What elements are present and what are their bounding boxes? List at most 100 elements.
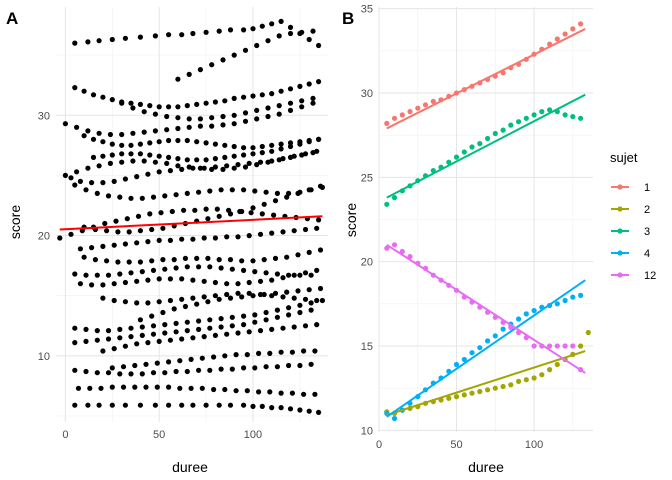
panel-a-point — [274, 271, 280, 277]
panel-a-point — [72, 271, 78, 277]
panel-a-point — [154, 360, 160, 366]
panel-a-point — [167, 168, 173, 174]
panel-a-point — [122, 299, 128, 305]
panel-a-point — [164, 160, 170, 166]
panel-a-point — [152, 159, 158, 165]
panel-a-point — [306, 139, 312, 145]
panel-a-point — [87, 385, 93, 391]
panel-a-point — [98, 385, 104, 391]
panel-a-point — [156, 104, 162, 110]
panel-a-point — [160, 225, 166, 231]
panel-b-point-sujet-12 — [570, 343, 576, 349]
panel-b-point-sujet-3 — [485, 135, 491, 142]
panel-b-point-sujet-4 — [570, 294, 576, 300]
panel-a-point — [119, 151, 125, 157]
panel-a-point — [241, 187, 247, 193]
panel-a-point — [77, 246, 83, 252]
panel-a-point — [203, 100, 209, 106]
panel-a-point — [92, 257, 98, 263]
panel-a-point — [222, 353, 228, 359]
panel-a-point — [276, 33, 282, 39]
panel-a-point — [81, 254, 87, 260]
panel-a-point — [310, 28, 316, 34]
panel-b-point-sujet-12 — [562, 343, 568, 349]
panel-a-point — [184, 368, 190, 375]
panel-a-point — [156, 139, 162, 145]
panel-a-point — [205, 299, 211, 305]
panel-a-point — [222, 98, 228, 104]
panel-b-fit-line-sujet-12 — [386, 243, 586, 374]
panel-a-point — [154, 384, 160, 390]
panel-a-point — [297, 302, 303, 308]
panel-a-point — [259, 143, 265, 150]
panel-a-point — [89, 282, 95, 288]
panel-a-point — [100, 180, 106, 186]
panel-a-point — [196, 318, 202, 324]
panel-a-point — [175, 125, 181, 132]
panel-a-point — [109, 141, 115, 147]
panel-a-point — [162, 370, 168, 376]
panel-a-point — [177, 385, 183, 391]
panel-a-point — [149, 258, 155, 264]
panel-a-point — [113, 218, 119, 224]
panel-a-point — [194, 101, 200, 107]
panel-b-point-sujet-3 — [446, 159, 452, 165]
panel-a-point — [196, 326, 202, 332]
panel-a-point — [205, 255, 211, 261]
panel-b-y-tick-label: 20 — [361, 257, 373, 269]
panel-a-point — [263, 317, 269, 323]
panel-a-point — [128, 334, 134, 340]
panel-a-point — [306, 287, 312, 293]
panel-a-point — [68, 231, 74, 237]
panel-a-point — [169, 208, 175, 215]
panel-a-point — [287, 406, 294, 412]
panel-a-point — [184, 103, 190, 109]
panel-b-point-sujet-12 — [554, 343, 560, 349]
panel-a-point — [179, 336, 185, 342]
panel-b-point-sujet-4 — [500, 326, 506, 332]
panel-a-point — [269, 277, 275, 283]
panel-b-point-sujet-2 — [547, 367, 553, 373]
panel-a-point — [90, 92, 97, 98]
panel-a-point — [242, 47, 249, 53]
panel-b-point-sujet-3 — [492, 130, 498, 137]
panel-a-y-tick-label: 20 — [38, 231, 50, 243]
panel-a-point — [145, 239, 151, 245]
panel-a-point — [190, 335, 196, 341]
panel-a-point — [184, 137, 190, 144]
panel-a-point — [310, 100, 316, 106]
panel-a-point — [152, 33, 158, 39]
panel-a-point — [231, 52, 237, 58]
panel-a-point — [257, 328, 264, 334]
panel-a-point — [194, 255, 200, 261]
panel-a-point — [62, 172, 68, 178]
panel-a-point — [254, 42, 260, 49]
panel-a-point — [94, 328, 100, 334]
panel-b-tag: B — [342, 9, 354, 28]
panel-a-point — [184, 264, 190, 270]
panel-b-fit-line-sujet-3 — [386, 93, 586, 199]
panel-a-point — [276, 111, 282, 117]
panel-a-point — [239, 208, 245, 215]
panel-b-point-sujet-4 — [477, 345, 483, 351]
panel-a-point — [220, 122, 226, 128]
panel-a-point — [194, 139, 200, 145]
panel-a-point — [75, 385, 82, 391]
panel-a-point — [137, 34, 143, 40]
panel-a-point — [209, 166, 215, 172]
panel-a-point — [89, 180, 95, 186]
panel-a-point — [181, 207, 187, 213]
legend-label-sujet-3: 3 — [644, 226, 650, 238]
panel-a-point — [308, 361, 314, 367]
panel-a-point — [203, 29, 209, 35]
panel-a-point — [241, 145, 247, 151]
panel-a-point — [286, 305, 292, 311]
panel-a-point — [105, 328, 112, 334]
panel-a-point — [156, 169, 162, 175]
panel-b-point-sujet-3 — [562, 112, 568, 118]
panel-a-point — [306, 36, 312, 43]
panel-a-point — [263, 270, 269, 276]
panel-a-point — [222, 142, 228, 148]
panel-a-point — [179, 402, 185, 408]
panel-a-point — [156, 299, 162, 305]
